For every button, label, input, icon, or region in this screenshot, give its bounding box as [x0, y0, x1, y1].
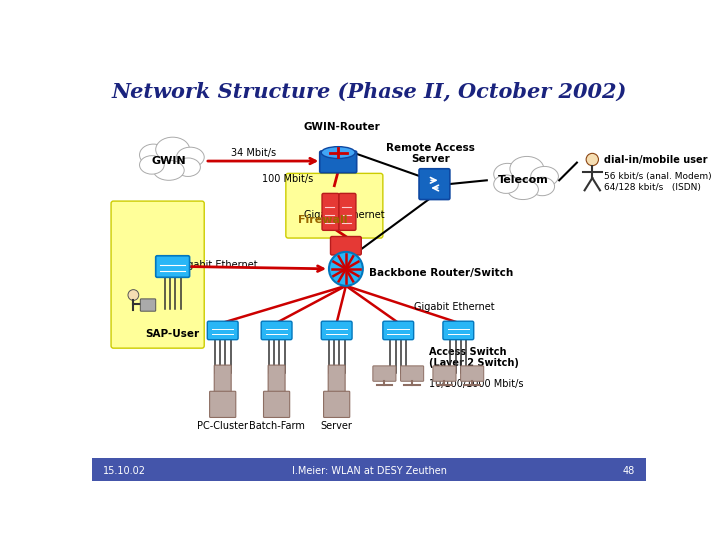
FancyBboxPatch shape — [383, 321, 414, 340]
FancyBboxPatch shape — [330, 237, 361, 255]
FancyBboxPatch shape — [320, 151, 356, 173]
FancyBboxPatch shape — [322, 193, 339, 231]
Text: Server: Server — [320, 421, 353, 431]
Ellipse shape — [510, 157, 544, 181]
Text: 15.10.02: 15.10.02 — [104, 467, 146, 476]
FancyBboxPatch shape — [339, 193, 356, 231]
Text: dial-in/mobile user: dial-in/mobile user — [604, 154, 707, 165]
Bar — [92, 457, 647, 481]
Text: Gigabit Ethernet: Gigabit Ethernet — [304, 210, 384, 220]
Ellipse shape — [176, 147, 204, 167]
Text: 64/128 kbit/s   (ISDN): 64/128 kbit/s (ISDN) — [604, 183, 701, 192]
Text: PC-Cluster: PC-Cluster — [197, 421, 248, 431]
Ellipse shape — [156, 137, 189, 162]
Text: Batch-Farm: Batch-Farm — [248, 421, 305, 431]
FancyBboxPatch shape — [443, 321, 474, 340]
Text: 34 Mbit/s: 34 Mbit/s — [231, 148, 276, 158]
Ellipse shape — [530, 177, 554, 195]
Ellipse shape — [140, 144, 167, 166]
Text: Gigabit Ethernet: Gigabit Ethernet — [414, 302, 495, 312]
Text: 48: 48 — [622, 467, 634, 476]
FancyBboxPatch shape — [210, 392, 235, 417]
FancyBboxPatch shape — [215, 365, 231, 394]
FancyBboxPatch shape — [419, 168, 450, 200]
FancyBboxPatch shape — [156, 256, 189, 278]
FancyBboxPatch shape — [321, 321, 352, 340]
Ellipse shape — [321, 147, 355, 159]
Text: Access Switch
(Layer 2 Switch): Access Switch (Layer 2 Switch) — [429, 347, 519, 368]
Ellipse shape — [531, 166, 559, 186]
Text: GWIN-Router: GWIN-Router — [304, 122, 380, 132]
Ellipse shape — [508, 179, 539, 200]
FancyBboxPatch shape — [261, 321, 292, 340]
FancyBboxPatch shape — [373, 366, 396, 381]
Ellipse shape — [494, 164, 521, 185]
FancyBboxPatch shape — [400, 366, 423, 381]
FancyBboxPatch shape — [264, 392, 289, 417]
FancyBboxPatch shape — [461, 366, 484, 381]
Text: 56 kbit/s (anal. Modem): 56 kbit/s (anal. Modem) — [604, 172, 711, 181]
FancyBboxPatch shape — [140, 299, 156, 311]
FancyBboxPatch shape — [323, 392, 350, 417]
Text: Backbone Router/Switch: Backbone Router/Switch — [369, 268, 513, 278]
Text: GWIN: GWIN — [151, 156, 186, 166]
Circle shape — [586, 153, 598, 166]
Text: Telecom: Telecom — [498, 176, 549, 185]
Ellipse shape — [140, 156, 164, 174]
Text: 10/100/1000 Mbit/s: 10/100/1000 Mbit/s — [429, 379, 523, 389]
Text: Gigabit Ethernet: Gigabit Ethernet — [176, 260, 257, 270]
Ellipse shape — [494, 175, 518, 193]
FancyBboxPatch shape — [207, 321, 238, 340]
Text: Network Structure (Phase II, October 2002): Network Structure (Phase II, October 200… — [112, 82, 626, 102]
Ellipse shape — [153, 160, 184, 180]
FancyBboxPatch shape — [268, 365, 285, 394]
Text: Remote Access
Server: Remote Access Server — [386, 143, 475, 164]
FancyBboxPatch shape — [328, 365, 345, 394]
Ellipse shape — [176, 158, 200, 177]
Text: SAP-User: SAP-User — [145, 329, 199, 339]
Circle shape — [329, 252, 363, 286]
Circle shape — [128, 289, 139, 300]
Text: Firewall: Firewall — [298, 215, 348, 225]
Text: I.Meier: WLAN at DESY Zeuthen: I.Meier: WLAN at DESY Zeuthen — [292, 467, 446, 476]
FancyBboxPatch shape — [286, 173, 383, 238]
FancyBboxPatch shape — [433, 366, 456, 381]
Text: 100 Mbit/s: 100 Mbit/s — [261, 174, 312, 184]
FancyBboxPatch shape — [111, 201, 204, 348]
